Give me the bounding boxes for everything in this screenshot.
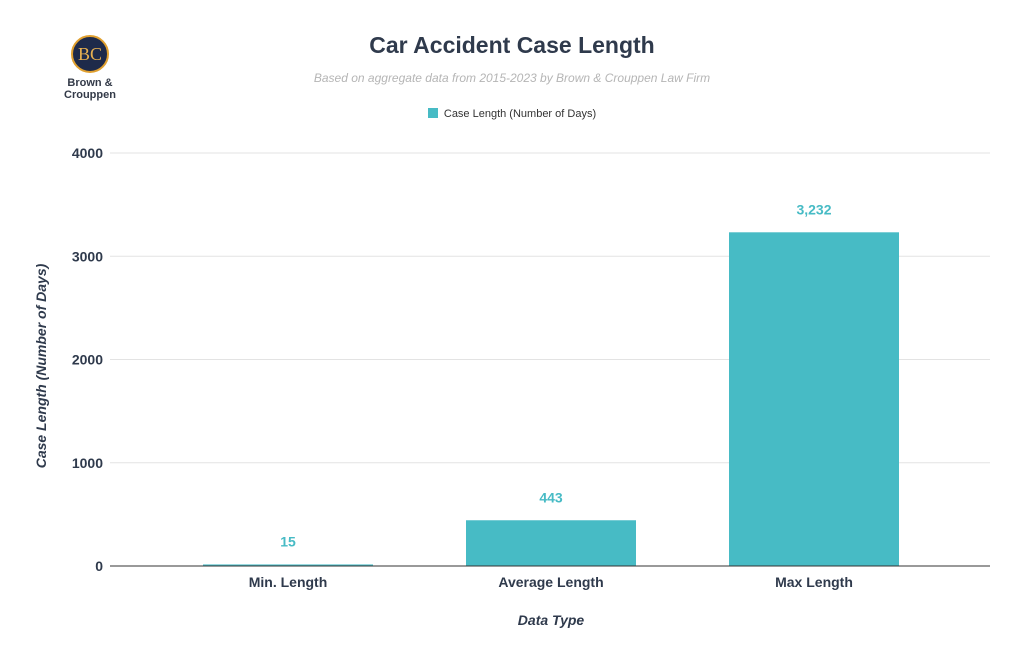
x-tick-label: Min. Length	[249, 574, 328, 590]
data-label: 15	[280, 533, 296, 549]
legend-label: Case Length (Number of Days)	[443, 108, 597, 120]
logo-text: Brown & Crouppen	[60, 77, 120, 101]
y-tick-label: 1000	[72, 455, 103, 471]
y-tick-label: 0	[95, 558, 103, 574]
y-tick-label: 4000	[72, 145, 103, 161]
logo-monogram: BC	[71, 35, 109, 73]
logo-text-line1: Brown &	[67, 77, 113, 89]
y-tick-label: 2000	[72, 352, 103, 368]
x-tick-label: Max Length	[775, 574, 853, 590]
data-label: 3,232	[796, 201, 831, 217]
x-axis-title: Data Type	[518, 612, 585, 628]
bar	[729, 232, 899, 566]
chart-subtitle: Based on aggregate data from 2015-2023 b…	[313, 71, 711, 85]
brown-crouppen-logo: BC Brown & Crouppen	[60, 35, 120, 101]
data-label: 443	[539, 489, 563, 505]
chart-title: Car Accident Case Length	[369, 32, 655, 58]
logo-text-line2: Crouppen	[64, 89, 116, 101]
y-axis-title: Case Length (Number of Days)	[33, 263, 49, 468]
bar	[466, 520, 636, 566]
legend: Case Length (Number of Days)	[0, 108, 1024, 120]
y-tick-label: 3000	[72, 248, 103, 264]
bar	[203, 564, 373, 566]
legend-swatch	[427, 108, 438, 118]
x-tick-label: Average Length	[498, 574, 603, 590]
